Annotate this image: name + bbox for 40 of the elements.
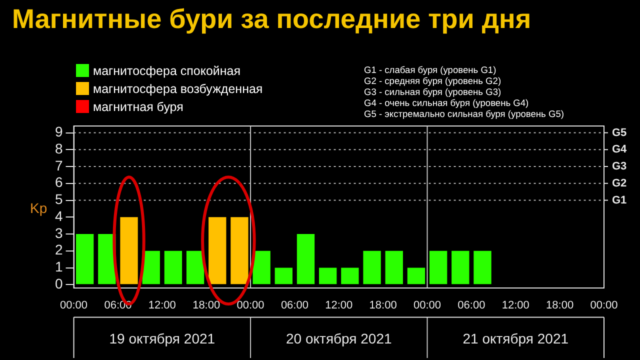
- y-tick-label: 8: [54, 140, 63, 156]
- x2-tick-label: 21 октября 2021: [462, 330, 569, 346]
- x-tick-label: 12:00: [325, 300, 353, 312]
- x-tick-label: 06:00: [458, 300, 486, 312]
- x-tick-label: 00:00: [413, 300, 442, 312]
- y-tick-label: 6: [54, 174, 63, 190]
- legend-label: магнитосфера спокойная: [92, 63, 242, 80]
- y-tick-label: 4: [54, 208, 63, 224]
- y-tick-label: 3: [54, 224, 63, 241]
- x2-tick-label: 19 октября 2021: [109, 330, 216, 346]
- x-tick-label: 00:00: [60, 300, 88, 312]
- x-tick-label: 00:00: [236, 300, 264, 312]
- text: G3 - сильная буря (уровень G3): [364, 87, 502, 98]
- text: G1 - слабая буря (уровень G1): [364, 65, 498, 76]
- x-tick-label: 18:00: [546, 300, 574, 312]
- y-tick-label: 2: [54, 242, 63, 258]
- ref-line-label: G4: [612, 144, 628, 156]
- text: G5 - экстремально сильная буря (уровень G5): [364, 109, 564, 120]
- x-tick-label: 06:00: [280, 300, 308, 312]
- chart-title: Магнитные бури за последние три дня: [12, 4, 532, 35]
- ref-line-label: G5: [612, 126, 627, 139]
- y-tick-label: 0: [54, 275, 63, 292]
- x-tick-label: 18:00: [192, 300, 220, 312]
- y-tick-label: 7: [54, 157, 63, 174]
- y-tick-label: 5: [54, 191, 63, 208]
- legend-label: магнитная буря: [92, 99, 184, 116]
- x-tick-label: 12:00: [502, 300, 530, 312]
- y-tick-label: 1: [54, 258, 63, 275]
- x-tick-label: 12:00: [148, 300, 176, 312]
- text: G4 - очень сильная буря (уровень G4): [364, 98, 530, 109]
- ref-line-label: G3: [612, 160, 627, 173]
- x-tick-label: 18:00: [369, 300, 397, 312]
- ref-line-label: G2: [612, 177, 627, 190]
- x-tick-label: 00:00: [590, 300, 618, 312]
- legend-label: магнитосфера возбужденная: [92, 81, 263, 98]
- text: G2 - средняя буря (уровень G2): [364, 76, 502, 87]
- y-axis-title: Kp: [30, 200, 48, 216]
- y-tick-label: 9: [54, 124, 63, 140]
- ref-line-label: G1: [612, 194, 627, 206]
- x2-tick-label: 20 октября 2021: [286, 330, 392, 346]
